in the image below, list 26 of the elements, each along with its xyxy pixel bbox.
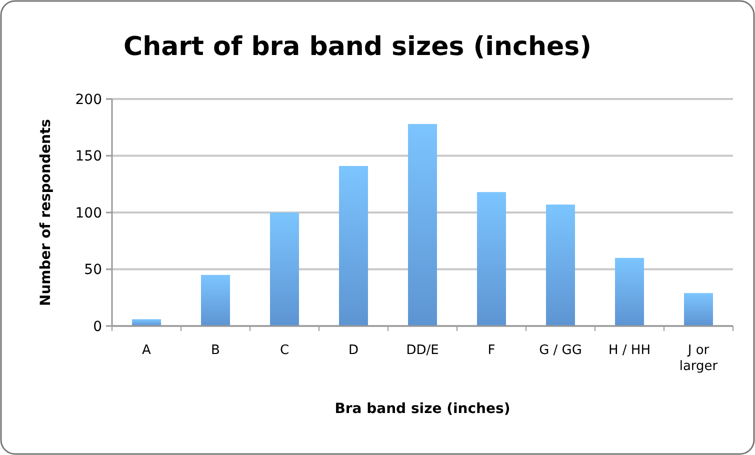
bar bbox=[615, 258, 644, 326]
y-tick-label: 0 bbox=[93, 318, 102, 335]
x-tick-label: G / GG bbox=[539, 343, 582, 358]
bar bbox=[684, 293, 713, 326]
x-tick-label: J or larger bbox=[679, 343, 718, 374]
bar bbox=[408, 124, 437, 326]
bar bbox=[477, 192, 506, 326]
y-tick-label: 100 bbox=[75, 205, 102, 222]
x-tick-label: D bbox=[348, 343, 359, 358]
y-tick-label: 50 bbox=[84, 262, 102, 278]
y-axis-title: Number of respondents bbox=[38, 119, 54, 306]
bar bbox=[270, 212, 299, 326]
x-tick-label: DD/E bbox=[406, 343, 439, 358]
bar bbox=[546, 204, 575, 326]
y-tick-label: 150 bbox=[75, 148, 102, 165]
x-tick-label: H / HH bbox=[608, 343, 650, 358]
x-tick-label: A bbox=[142, 343, 152, 358]
x-tick-label: B bbox=[211, 343, 220, 358]
bar bbox=[201, 274, 230, 326]
x-tick-label: F bbox=[488, 343, 496, 358]
bar bbox=[339, 166, 368, 326]
y-tick-label: 200 bbox=[75, 92, 102, 108]
chart-title: Chart of bra band sizes (inches) bbox=[124, 32, 592, 62]
bar bbox=[132, 319, 161, 326]
x-axis-title: Bra band size (inches) bbox=[334, 401, 510, 417]
x-tick-label: C bbox=[280, 343, 290, 358]
